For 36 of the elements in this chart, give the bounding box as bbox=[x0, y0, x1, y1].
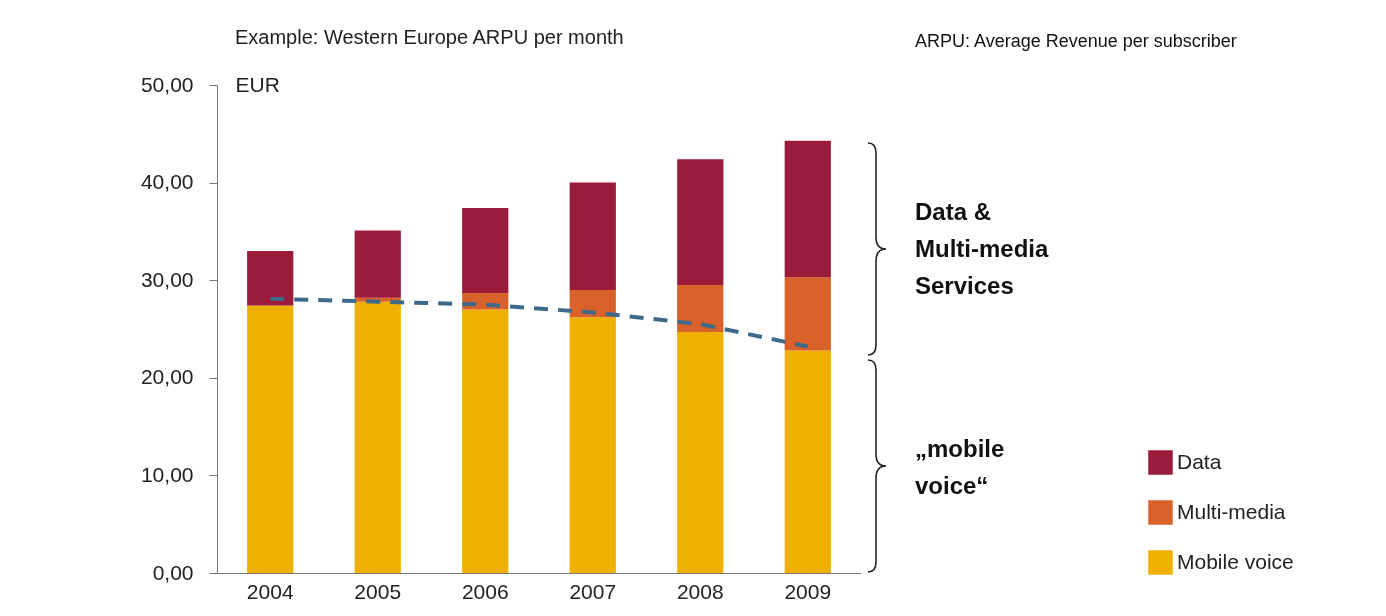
bar bbox=[462, 207, 509, 293]
bar bbox=[784, 350, 831, 573]
line-series bbox=[268, 296, 810, 349]
bar bbox=[247, 305, 294, 573]
y-tick-label: 10,00 bbox=[140, 462, 194, 486]
bar bbox=[784, 140, 831, 278]
y-tick-label: 40,00 bbox=[140, 170, 194, 194]
x-tick-label: 2007 bbox=[569, 579, 617, 603]
y-tick-label: 50,00 bbox=[140, 72, 194, 96]
y-tick-label: 20,00 bbox=[140, 365, 194, 389]
x-tick-label: 2004 bbox=[246, 579, 294, 603]
x-tick-label: 2005 bbox=[354, 579, 402, 603]
legend-label: Data bbox=[1177, 449, 1222, 473]
bar bbox=[569, 317, 616, 573]
chart-title: Example: Western Europe ARPU per month bbox=[235, 26, 624, 48]
text: ARPU: Average Revenue per subscriber bbox=[915, 31, 1237, 51]
bar bbox=[247, 250, 294, 306]
bar bbox=[354, 301, 401, 573]
text: „mobile voice“ bbox=[915, 435, 1005, 499]
bar bbox=[569, 182, 616, 290]
bar bbox=[677, 285, 724, 332]
legend-label: Multi-media bbox=[1177, 499, 1286, 523]
bar bbox=[677, 159, 724, 286]
bar bbox=[784, 277, 831, 351]
y-axis-title: EUR bbox=[235, 72, 280, 96]
y-tick-label: 30,00 bbox=[140, 267, 194, 291]
text: Data & Multi-media Services bbox=[915, 198, 1049, 299]
bar bbox=[677, 331, 724, 573]
legend-label: Mobile voice bbox=[1177, 549, 1294, 573]
x-tick-label: 2006 bbox=[461, 579, 509, 603]
x-tick-label: 2009 bbox=[784, 579, 832, 603]
x-tick-label: 2008 bbox=[676, 579, 724, 603]
bar bbox=[354, 230, 401, 298]
y-tick-label: 0,00 bbox=[152, 560, 194, 584]
bar bbox=[569, 289, 616, 318]
bar bbox=[462, 309, 509, 573]
